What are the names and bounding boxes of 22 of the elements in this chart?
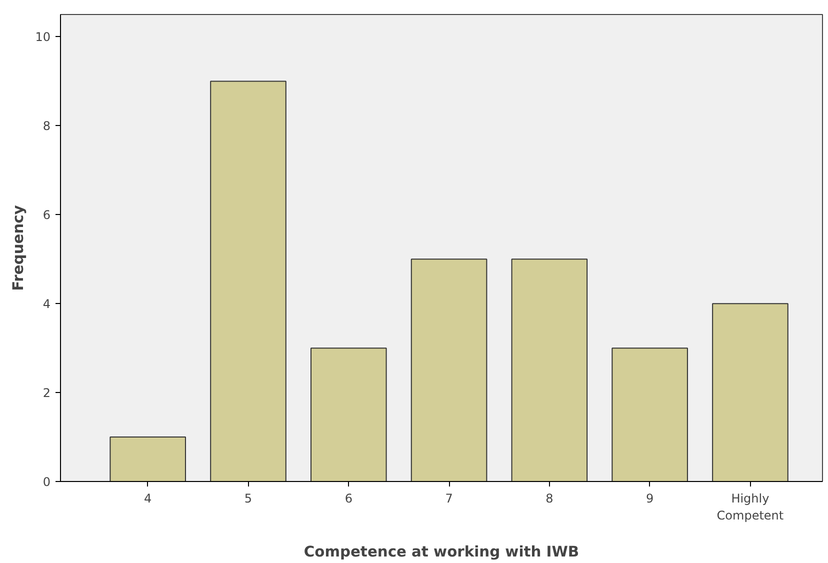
x-tick-label: 8 bbox=[546, 492, 554, 506]
y-tick-label: 10 bbox=[35, 30, 51, 44]
x-tick-label: 5 bbox=[244, 492, 252, 506]
bar bbox=[110, 436, 186, 482]
bar bbox=[712, 303, 788, 482]
x-axis-title: Competence at working with IWB bbox=[304, 543, 580, 560]
bar bbox=[410, 258, 488, 482]
x-tick-label: 7 bbox=[445, 492, 453, 506]
y-axis-title: Frequency bbox=[10, 204, 28, 291]
x-tick-label: 9 bbox=[646, 492, 654, 506]
y-tick-label: 8 bbox=[42, 119, 51, 134]
y-tick-label: 2 bbox=[42, 386, 51, 400]
x-tick-label: Highly Competent bbox=[716, 492, 784, 522]
bar bbox=[511, 258, 588, 482]
y-tick-label: 0 bbox=[42, 475, 51, 489]
x-tick-label: 6 bbox=[344, 492, 352, 506]
bar bbox=[310, 348, 387, 482]
bar bbox=[612, 348, 688, 482]
x-tick-label: 4 bbox=[144, 492, 152, 506]
y-tick-label: 6 bbox=[42, 208, 51, 222]
y-tick-label: 4 bbox=[42, 297, 51, 312]
bar bbox=[210, 80, 286, 482]
